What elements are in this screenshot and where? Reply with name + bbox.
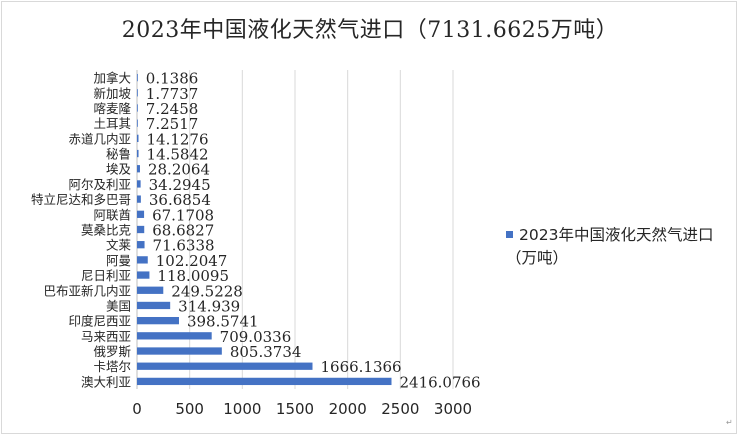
bar	[137, 180, 141, 188]
data-label: 14.5842	[147, 146, 209, 164]
data-label: 36.6854	[149, 191, 211, 209]
legend-swatch	[506, 231, 513, 238]
category-label: 阿尔及利亚	[68, 177, 131, 192]
bar	[137, 347, 222, 355]
data-label: 7.2517	[146, 115, 199, 133]
bar	[137, 362, 313, 370]
bar	[137, 165, 140, 173]
data-label: 805.3734	[230, 343, 302, 361]
category-label: 喀麦隆	[93, 101, 131, 116]
legend: 2023年中国液化天然气进口 （万吨）	[506, 224, 740, 270]
bar	[137, 377, 392, 386]
category-label: 莫桑比克	[81, 223, 131, 238]
bar	[137, 256, 148, 264]
legend-line-2: （万吨）	[506, 249, 569, 267]
bar	[137, 332, 212, 340]
data-label: 68.6827	[152, 222, 214, 240]
data-label: 709.0336	[220, 328, 292, 346]
bar	[137, 195, 141, 203]
category-label: 秘鲁	[106, 147, 131, 162]
bar	[137, 286, 164, 294]
data-label: 1.7737	[146, 85, 199, 103]
category-label: 阿联酋	[93, 207, 131, 222]
bar	[137, 149, 139, 158]
x-tick-label: 3000	[434, 400, 472, 418]
bar	[137, 316, 179, 325]
category-label: 埃及	[106, 162, 132, 177]
data-label: 14.1276	[146, 130, 208, 148]
x-tick-label: 2000	[329, 400, 367, 418]
category-label: 加拿大	[93, 71, 131, 86]
x-tick-label: 0	[132, 400, 142, 418]
data-label: 118.0095	[157, 267, 229, 285]
category-label: 巴布亚新几内亚	[43, 283, 131, 298]
category-label: 文莱	[106, 238, 131, 253]
category-label: 新加坡	[93, 86, 131, 101]
corner-mark: ↵	[726, 418, 733, 427]
data-label: 34.2945	[149, 176, 211, 194]
data-label: 1666.1366	[320, 358, 401, 376]
data-label: 249.5228	[171, 282, 243, 300]
chart-title: 2023年中国液化天然气进口（7131.6625万吨）	[121, 18, 619, 43]
legend-line-1: 2023年中国液化天然气进口	[506, 224, 740, 247]
bar	[137, 241, 145, 249]
category-label: 澳大利亚	[81, 374, 131, 389]
category-label: 尼日利亚	[81, 268, 131, 283]
x-tick-label: 1500	[276, 400, 314, 418]
bar	[137, 104, 138, 112]
data-label: 67.1708	[152, 206, 214, 224]
data-label: 102.2047	[156, 252, 228, 270]
data-label: 0.1386	[146, 70, 199, 88]
category-label: 土耳其	[93, 116, 131, 131]
x-tick-label: 500	[175, 400, 204, 418]
bar	[137, 134, 139, 143]
bar	[137, 301, 171, 310]
category-label: 俄罗斯	[93, 344, 131, 359]
bar	[137, 89, 138, 97]
category-label: 美国	[106, 298, 131, 313]
category-label: 马来西亚	[81, 329, 131, 344]
x-tick-label: 1000	[223, 400, 261, 418]
bar	[137, 73, 138, 82]
legend-label: 2023年中国液化天然气进口	[519, 226, 714, 244]
category-label: 卡塔尔	[93, 359, 131, 374]
data-label: 71.6338	[153, 237, 215, 255]
data-label: 2416.0766	[399, 373, 480, 391]
category-label: 印度尼西亚	[68, 314, 131, 329]
category-label: 特立尼达和多巴哥	[31, 192, 131, 207]
category-label: 阿曼	[106, 253, 131, 268]
bar	[137, 119, 138, 127]
category-label: 赤道几内亚	[68, 131, 131, 146]
data-label: 7.2458	[146, 100, 199, 118]
bar	[137, 210, 145, 218]
data-label: 398.5741	[187, 313, 259, 331]
data-label: 28.2064	[148, 161, 210, 179]
bar	[137, 225, 145, 234]
x-tick-label: 2500	[381, 400, 419, 418]
bar	[137, 271, 150, 279]
data-label: 314.939	[178, 297, 240, 315]
